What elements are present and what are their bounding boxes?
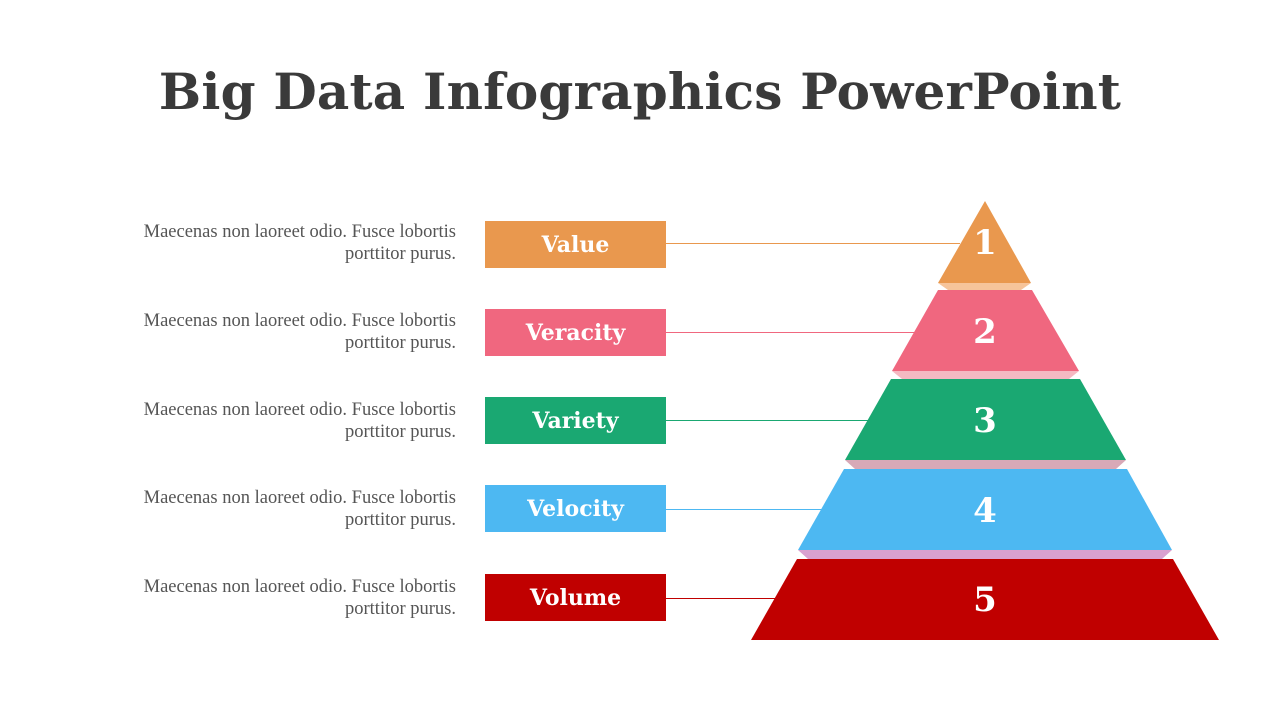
description-line: porttitor purus. bbox=[345, 333, 456, 353]
connector-line bbox=[666, 509, 824, 510]
pyramid-tier-5 bbox=[751, 559, 1219, 640]
label-velocity: Velocity bbox=[485, 485, 666, 532]
description-line: Maecenas non laoreet odio. Fusce loborti… bbox=[143, 222, 456, 242]
description-line: Maecenas non laoreet odio. Fusce loborti… bbox=[143, 400, 456, 420]
pyramid-tier-1 bbox=[938, 201, 1031, 283]
pyramid-separator bbox=[798, 550, 1172, 559]
pyramid-tier-3 bbox=[845, 379, 1126, 460]
description-line: Maecenas non laoreet odio. Fusce loborti… bbox=[143, 311, 456, 331]
label-volume: Volume bbox=[485, 574, 666, 621]
tier-number: 5 bbox=[973, 580, 997, 620]
label-value: Value bbox=[485, 221, 666, 268]
description-line: Maecenas non laoreet odio. Fusce loborti… bbox=[143, 577, 456, 597]
connector-line bbox=[666, 332, 916, 333]
description-variety: Maecenas non laoreet odio. Fusce loborti… bbox=[40, 399, 456, 443]
description-line: porttitor purus. bbox=[345, 244, 456, 264]
connector-line bbox=[666, 243, 960, 244]
description-line: porttitor purus. bbox=[345, 510, 456, 530]
page-title: Big Data Infographics PowerPoint bbox=[158, 62, 1122, 121]
description-veracity: Maecenas non laoreet odio. Fusce loborti… bbox=[40, 310, 456, 354]
description-line: porttitor purus. bbox=[345, 422, 456, 442]
description-line: porttitor purus. bbox=[345, 599, 456, 619]
connector-line bbox=[666, 598, 778, 599]
pyramid-separator bbox=[845, 460, 1126, 469]
description-line: Maecenas non laoreet odio. Fusce loborti… bbox=[143, 488, 456, 508]
pyramid-separator bbox=[892, 371, 1079, 379]
pyramid-separator bbox=[938, 283, 1031, 290]
connector-line bbox=[666, 420, 868, 421]
pyramid-tier-2 bbox=[892, 290, 1079, 371]
description-value: Maecenas non laoreet odio. Fusce loborti… bbox=[40, 221, 456, 265]
description-velocity: Maecenas non laoreet odio. Fusce loborti… bbox=[40, 487, 456, 531]
tier-number: 2 bbox=[973, 312, 997, 352]
label-veracity: Veracity bbox=[485, 309, 666, 356]
tier-number: 1 bbox=[973, 223, 997, 263]
tier-number: 3 bbox=[973, 401, 997, 441]
pyramid-tier-4 bbox=[798, 469, 1172, 550]
tier-number: 4 bbox=[973, 491, 997, 531]
description-volume: Maecenas non laoreet odio. Fusce loborti… bbox=[40, 576, 456, 620]
label-variety: Variety bbox=[485, 397, 666, 444]
